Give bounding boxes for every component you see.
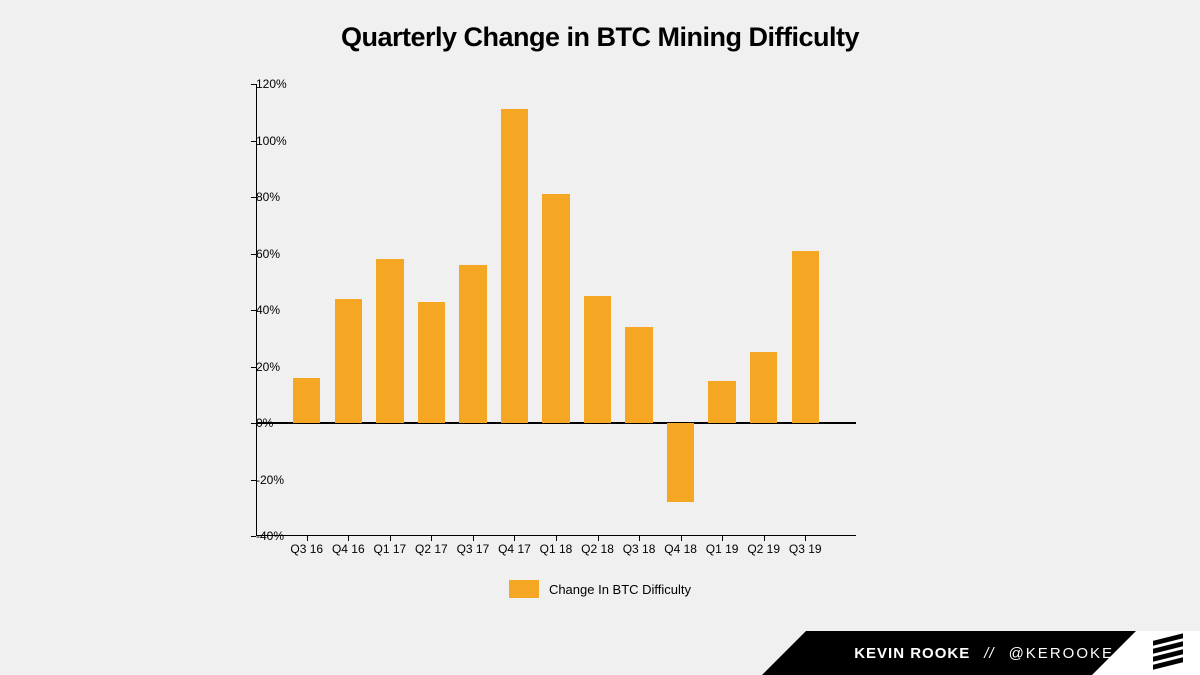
author-name: KEVIN ROOKE: [854, 645, 970, 662]
y-tick-label: 0%: [256, 416, 264, 430]
legend-label: Change In BTC Difficulty: [549, 582, 691, 597]
footer-separator: //: [970, 645, 1008, 662]
x-tick-label: Q4 17: [498, 536, 531, 556]
y-tick-label: 100%: [256, 134, 264, 148]
x-tick-label: Q3 18: [623, 536, 656, 556]
x-tick-label: Q4 16: [332, 536, 365, 556]
chart-card: Quarterly Change in BTC Mining Difficult…: [0, 0, 1200, 675]
stack-icon: [1153, 633, 1183, 672]
x-tick-label: Q2 19: [747, 536, 780, 556]
y-tick-label: 40%: [256, 303, 264, 317]
bar: [542, 194, 569, 423]
x-tick-label: Q2 18: [581, 536, 614, 556]
x-tick-label: Q4 18: [664, 536, 697, 556]
x-tick-label: Q1 19: [706, 536, 739, 556]
bar: [667, 423, 694, 502]
bar-chart: -40%-20%0%20%40%60%80%100%120%Q3 16Q4 16…: [256, 84, 856, 536]
bar: [501, 109, 528, 423]
bar: [708, 381, 735, 423]
bar: [750, 352, 777, 423]
y-tick-label: 80%: [256, 190, 264, 204]
bar: [584, 296, 611, 423]
bar: [792, 251, 819, 423]
bar: [625, 327, 652, 423]
x-tick-label: Q3 19: [789, 536, 822, 556]
legend: Change In BTC Difficulty: [0, 580, 1200, 598]
chart-title: Quarterly Change in BTC Mining Difficult…: [0, 22, 1200, 53]
y-tick-label: 20%: [256, 360, 264, 374]
brand-corner: [1136, 631, 1200, 675]
x-tick-label: Q3 16: [290, 536, 323, 556]
bar: [418, 302, 445, 423]
x-tick-label: Q1 18: [540, 536, 573, 556]
footer-credit: KEVIN ROOKE // @KEROOKE: [806, 631, 1136, 675]
y-tick-label: -40%: [256, 529, 264, 543]
bar: [459, 265, 486, 423]
bar: [293, 378, 320, 423]
y-tick-label: -20%: [256, 473, 264, 487]
y-tick-label: 120%: [256, 77, 264, 91]
bar: [376, 259, 403, 423]
legend-swatch: [509, 580, 539, 598]
x-tick-label: Q3 17: [457, 536, 490, 556]
footer-band: KEVIN ROOKE // @KEROOKE: [806, 631, 1200, 675]
x-tick-label: Q1 17: [373, 536, 406, 556]
x-tick-label: Q2 17: [415, 536, 448, 556]
bar: [335, 299, 362, 423]
y-tick-label: 60%: [256, 247, 264, 261]
